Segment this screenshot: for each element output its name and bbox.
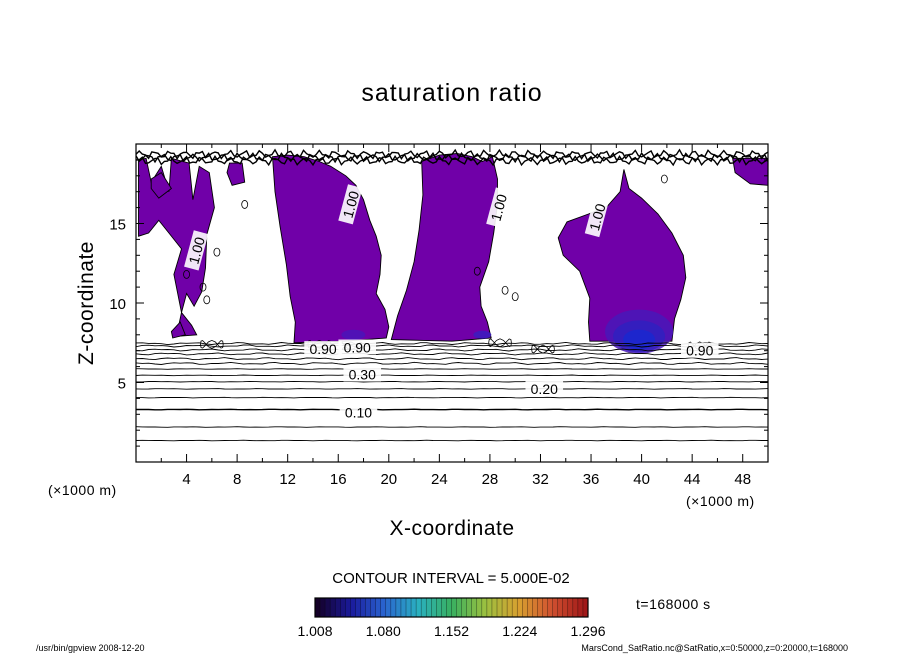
isolated-contour-8: [241, 200, 249, 209]
isolated-contour-5: [473, 266, 481, 276]
contour-line-10: [136, 357, 768, 361]
svg-text:0.90: 0.90: [344, 340, 371, 356]
isolated-contour-3: [213, 247, 221, 257]
contour-label-2: 1.00: [486, 187, 511, 228]
contour-line-8: [136, 368, 768, 370]
x-units-right: (×1000 m): [686, 493, 755, 509]
color-bar: [314, 597, 589, 618]
contour-interval: CONTOUR INTERVAL = 5.000E-02: [332, 570, 569, 587]
contour-label-7: 0.90: [680, 342, 719, 359]
color-bar-tick-labels: 1.008 1.080 1.152 1.224 1.296: [297, 623, 605, 639]
colorbar-label-1.296: 1.296: [570, 623, 605, 639]
saturated-region-2: [272, 154, 390, 344]
contour-line-9: [136, 361, 768, 365]
top-contour-1: [136, 148, 768, 161]
svg-text:0.90: 0.90: [686, 343, 713, 359]
contour-label-4: 1.00: [184, 230, 209, 271]
svg-text:1.00: 1.00: [586, 202, 609, 233]
contour-label-6: 0.90: [338, 339, 376, 356]
contour-labels: 1.00 1.00 1.00 1.00 0.90 0.90 0.90 0.30 0.20 0.10: [184, 184, 719, 421]
x-tick-label-16: 16: [330, 471, 347, 488]
x-tick-label-20: 20: [380, 471, 397, 488]
x-units-left: (×1000 m): [48, 482, 117, 498]
x-tick-label-44: 44: [684, 471, 701, 488]
svg-text:1.00: 1.00: [488, 192, 511, 223]
contour-line-4: [136, 396, 768, 399]
top-contour-3: [136, 154, 768, 167]
footer-left: /usr/bin/gpview 2008-12-20: [36, 643, 145, 653]
svg-text:0.30: 0.30: [349, 367, 376, 383]
contour-line-3: [136, 408, 768, 411]
plot-area: 1.00 1.00 1.00 1.00 0.90 0.90 0.90 0.30 0.20 0.10…: [109, 143, 769, 488]
y-axis-label: Z-coordinate: [75, 241, 98, 365]
contour-label-10: 0.10: [339, 404, 378, 421]
svg-text:0.90: 0.90: [309, 341, 336, 357]
x-tick-label-48: 48: [734, 471, 751, 488]
contour-label-9: 0.20: [525, 380, 564, 397]
saturated-region-8: [170, 321, 186, 339]
x-tick-label-36: 36: [583, 471, 600, 488]
contour-line-1: [136, 439, 768, 442]
x-tick-label-24: 24: [431, 471, 448, 488]
isolated-contour-4: [203, 295, 211, 305]
isolated-contour-6: [501, 285, 509, 295]
inversion-wiggle-4: [531, 344, 555, 354]
isolated-contour-9: [660, 174, 668, 184]
color-bar-frame: [314, 597, 589, 618]
x-tick-label-40: 40: [633, 471, 650, 488]
contour-label-5: 0.90: [304, 341, 342, 357]
saturation-core-3: [623, 329, 656, 350]
contour-line-14: [136, 341, 768, 346]
contour-line-12: [136, 348, 768, 352]
contour-label-1: 1.00: [338, 184, 363, 225]
contour-line-2: [136, 426, 768, 428]
time-label: t=168000 s: [636, 596, 711, 612]
inversion-wiggle-3: [488, 338, 512, 348]
colorbar-label-1.080: 1.080: [366, 623, 401, 639]
saturated-region-6: [226, 162, 246, 186]
contour-lines: [136, 148, 768, 442]
y-tick-label-5: 5: [118, 376, 126, 393]
x-tick-label-28: 28: [482, 471, 499, 488]
colorbar-label-1.008: 1.008: [297, 623, 332, 639]
footer-right: MarsCond_SatRatio.nc@SatRatio,x=0:50000,…: [581, 643, 848, 653]
inversion-wiggle-6: [200, 339, 224, 349]
chart-title: saturation ratio: [361, 79, 542, 107]
isolated-contour-2: [199, 282, 207, 292]
x-axis-label: X-coordinate: [389, 517, 514, 540]
y-tick-label-10: 10: [109, 296, 126, 313]
supersaturated-regions: [138, 153, 768, 354]
contour-line-13: [136, 344, 768, 348]
isolated-contour-7: [511, 292, 519, 302]
contour-line-7: [136, 374, 768, 377]
contour-line-6: [136, 380, 768, 383]
contour-label-8: 0.30: [343, 366, 382, 383]
colorbar-label-1.152: 1.152: [434, 623, 469, 639]
x-tick-label-8: 8: [233, 471, 241, 488]
x-tick-label-32: 32: [532, 471, 549, 488]
svg-text:0.20: 0.20: [531, 381, 558, 397]
colorbar-label-1.224: 1.224: [502, 623, 537, 639]
contour-line-5: [136, 388, 768, 390]
svg-text:1.00: 1.00: [185, 235, 208, 266]
saturated-region-3: [390, 153, 498, 342]
contour-label-3: 1.00: [584, 196, 609, 238]
svg-text:1.00: 1.00: [340, 189, 363, 220]
saturation-core-4: [341, 329, 366, 340]
x-tick-label-4: 4: [182, 471, 190, 488]
isolated-contour-1: [183, 269, 190, 279]
svg-text:0.10: 0.10: [345, 405, 372, 421]
x-tick-label-12: 12: [279, 471, 296, 488]
contour-line-11: [136, 352, 768, 356]
saturation-core-5: [473, 330, 492, 339]
saturated-region-1: [138, 157, 215, 337]
saturated-region-5: [150, 171, 173, 199]
y-tick-label-15: 15: [109, 217, 126, 234]
